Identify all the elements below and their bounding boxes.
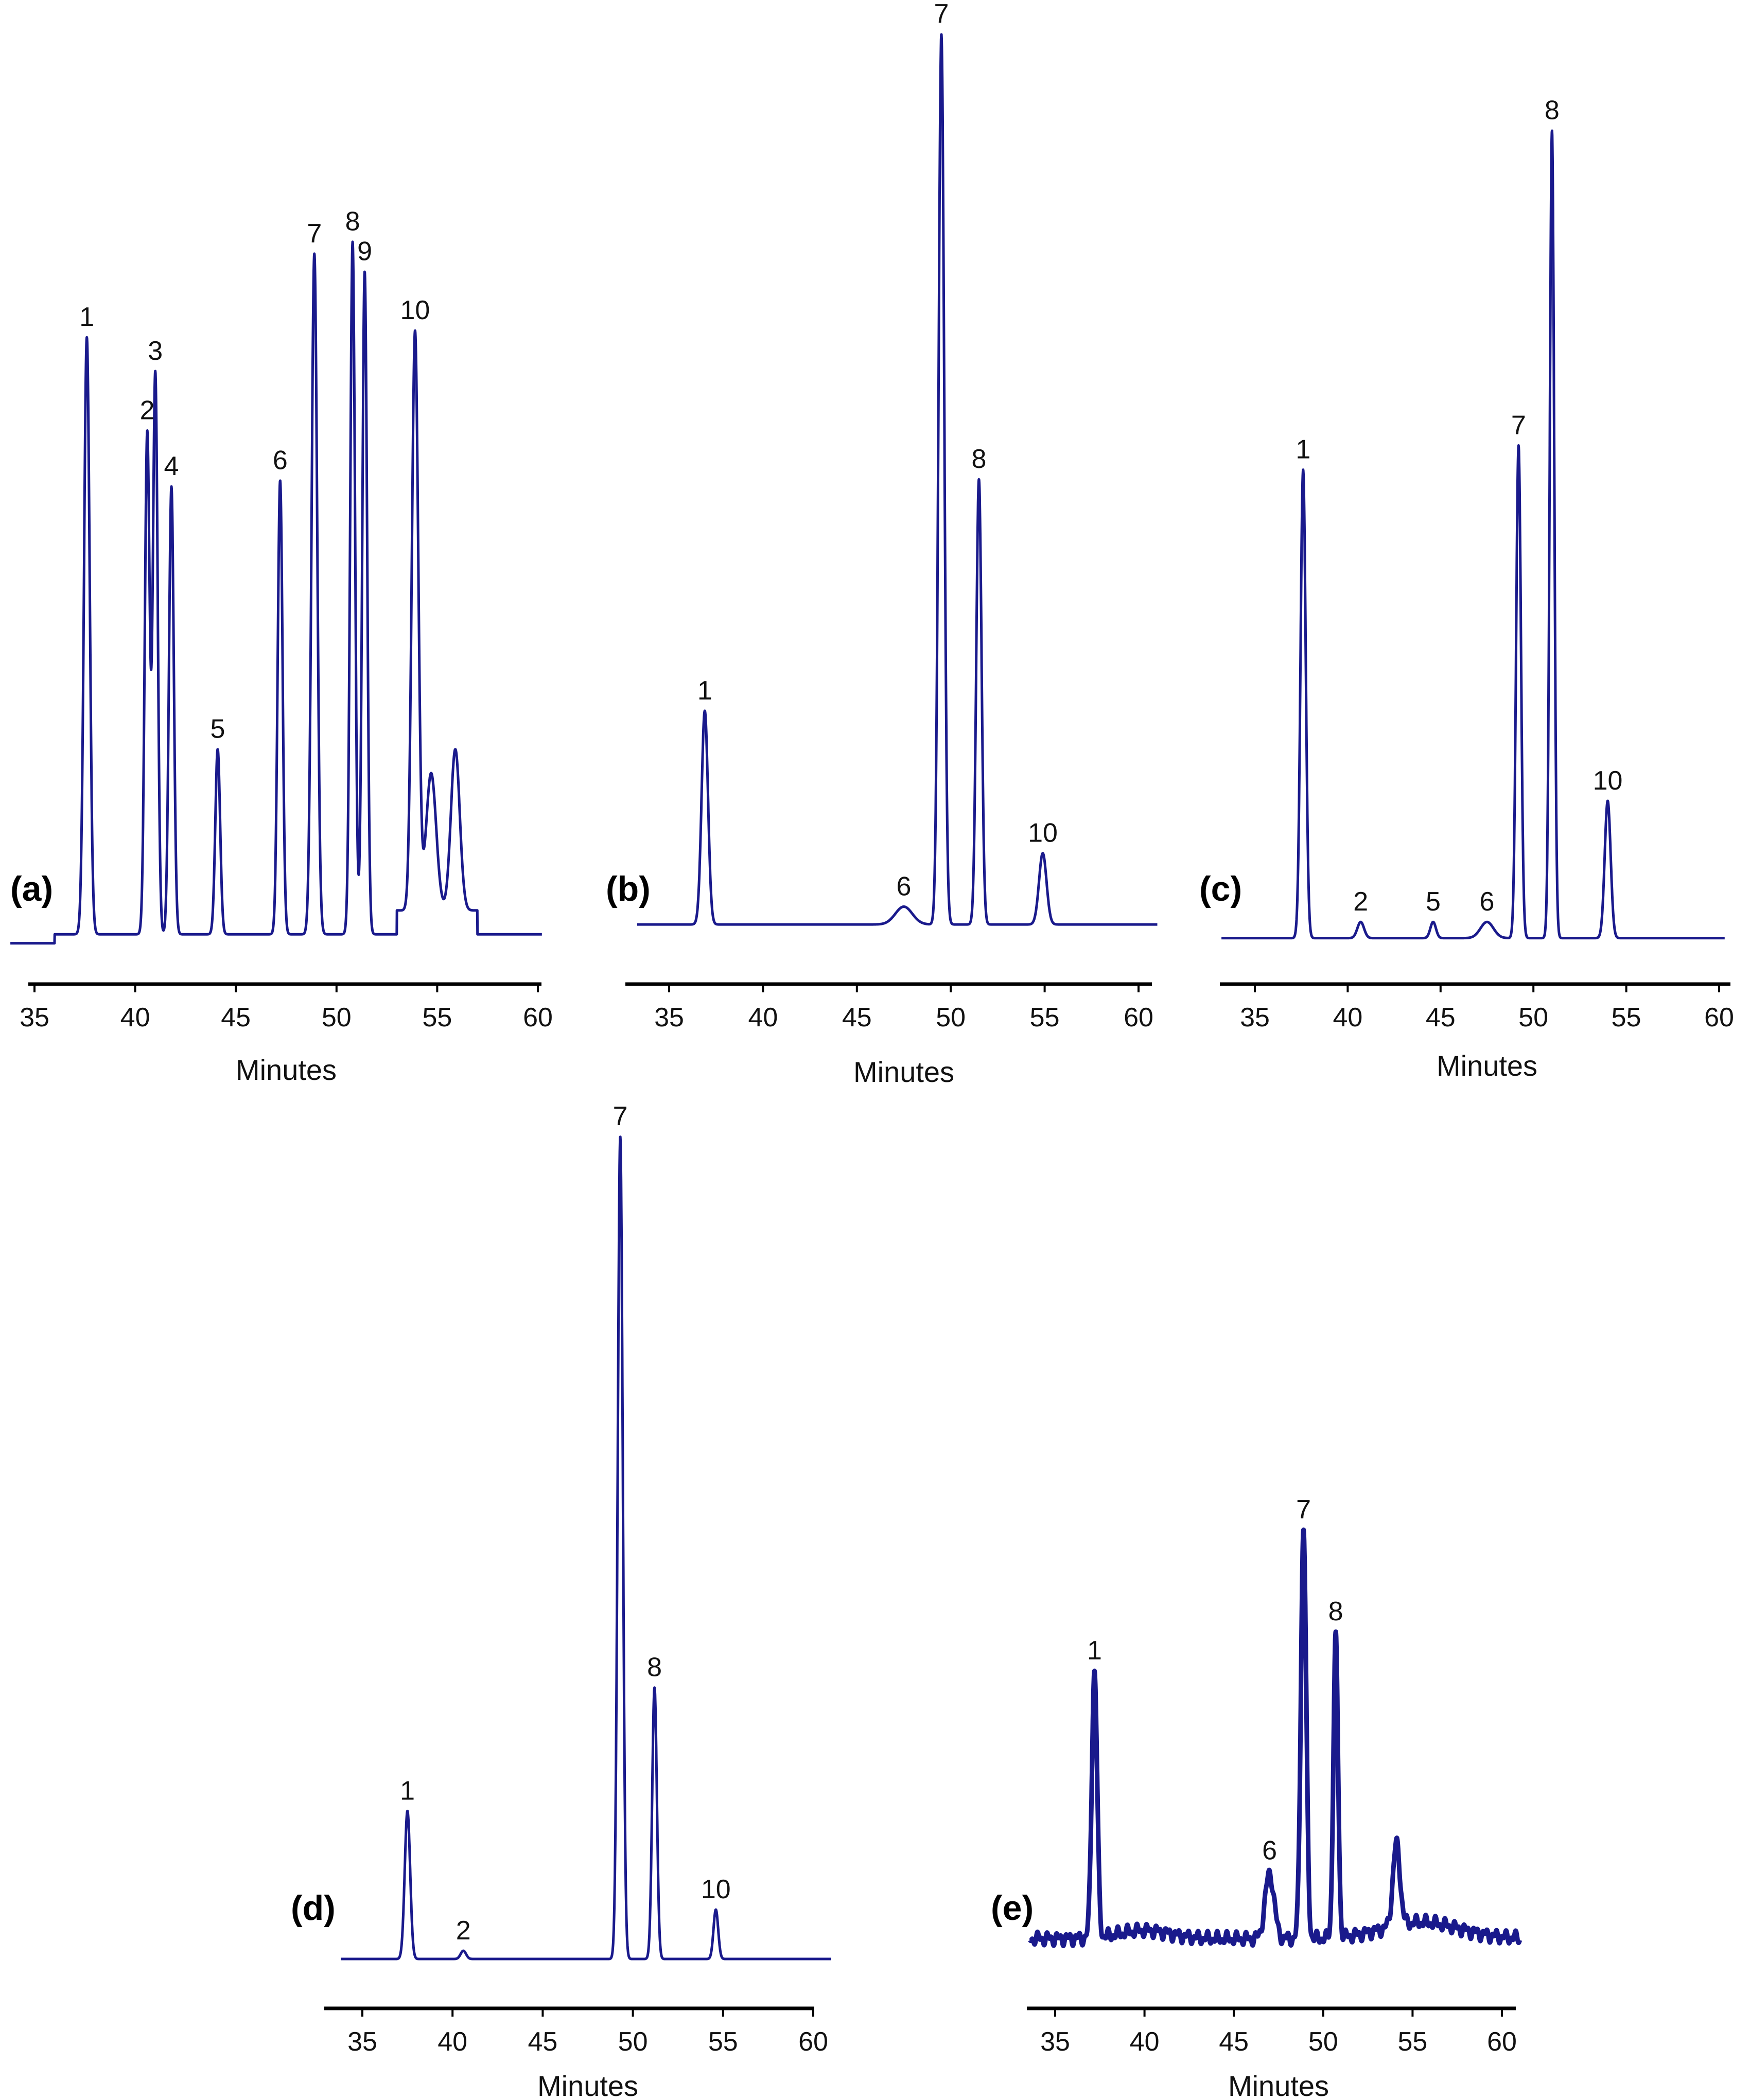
- x-tick-label: 50: [936, 1003, 966, 1032]
- x-tick-label: 50: [322, 1003, 352, 1032]
- peak-label: 7: [1296, 1495, 1311, 1525]
- peak-label: 6: [1262, 1835, 1277, 1865]
- peak-label: 5: [1426, 887, 1441, 917]
- x-tick-label: 35: [1040, 2027, 1070, 2057]
- x-tick-label: 55: [1030, 1003, 1060, 1032]
- x-tick-label: 60: [1124, 1003, 1153, 1032]
- panel-label: (d): [291, 1888, 336, 1928]
- panel-label: (c): [1199, 869, 1242, 908]
- peak-label: 1: [400, 1776, 415, 1806]
- x-axis-label: Minutes: [1437, 1049, 1537, 1082]
- peak-label: 9: [357, 237, 372, 267]
- chromatogram-trace: [1220, 129, 1726, 940]
- x-tick-label: 45: [1426, 1003, 1456, 1032]
- chromatogram-trace: [636, 33, 1159, 926]
- peak-label: 2: [140, 396, 155, 426]
- x-tick-label: 45: [528, 2027, 557, 2057]
- x-tick-label: 35: [654, 1003, 684, 1032]
- x-tick-label: 50: [618, 2027, 648, 2057]
- panel-c: 1 2 5 6 7 8 10 35 40 45 50 55 60 Minutes (c): [1199, 96, 1734, 1082]
- chromatogram-trace: [339, 1135, 833, 1961]
- peak-label: 10: [400, 295, 430, 325]
- x-tick-label: 40: [1333, 1003, 1362, 1032]
- x-tick-label: 40: [1130, 2027, 1160, 2057]
- peak-label: 7: [613, 1101, 628, 1131]
- x-tick-label: 55: [1612, 1003, 1641, 1032]
- peak-label: 6: [1480, 887, 1495, 917]
- x-tick-label: 40: [437, 2027, 467, 2057]
- x-axis-label: Minutes: [537, 2070, 638, 2100]
- peak-label: 8: [971, 444, 986, 474]
- peak-label: 4: [164, 451, 179, 481]
- x-tick-label: 50: [1518, 1003, 1548, 1032]
- chromatogram-trace: [1028, 1527, 1522, 1949]
- peak-label: 10: [1593, 766, 1623, 796]
- peak-label: 8: [345, 207, 360, 237]
- peak-label: 8: [1545, 96, 1560, 126]
- peak-label: 5: [211, 714, 225, 744]
- panel-b: 1 6 7 8 10 35 40 45 50 55 60 Minutes (b): [606, 0, 1159, 1088]
- x-tick-label: 35: [347, 2027, 377, 2057]
- x-tick-label: 60: [798, 2027, 828, 2057]
- x-tick-label: 40: [120, 1003, 150, 1032]
- peak-label: 7: [1511, 411, 1526, 441]
- peak-label: 1: [697, 676, 712, 706]
- chromatogram-trace: [9, 240, 543, 945]
- peak-label: 7: [307, 219, 322, 249]
- x-axis-label: Minutes: [236, 1054, 337, 1086]
- x-tick-label: 60: [1487, 2027, 1517, 2057]
- x-axis-label: Minutes: [853, 1056, 954, 1088]
- peak-label: 1: [1087, 1636, 1102, 1666]
- peak-label: 2: [456, 1916, 471, 1946]
- x-axis-label: Minutes: [1228, 2070, 1329, 2100]
- peak-label: 1: [79, 302, 94, 332]
- x-tick-label: 35: [20, 1003, 49, 1032]
- panel-e: 1 6 7 8 35 40 45 50 55 60 Minutes (e): [991, 1495, 1522, 2100]
- x-tick-label: 50: [1308, 2027, 1338, 2057]
- peak-label: 10: [1028, 818, 1058, 848]
- x-tick-label: 45: [221, 1003, 251, 1032]
- panel-label: (a): [10, 869, 53, 908]
- x-tick-label: 55: [1397, 2027, 1427, 2057]
- peak-label: 8: [647, 1653, 662, 1683]
- panel-label: (e): [991, 1888, 1034, 1928]
- panel-label: (b): [606, 869, 651, 908]
- peak-label: 2: [1353, 887, 1368, 917]
- x-tick-label: 45: [1219, 2027, 1249, 2057]
- x-tick-label: 55: [422, 1003, 452, 1032]
- peak-label: 3: [148, 336, 163, 366]
- x-tick-label: 40: [748, 1003, 778, 1032]
- panel-d: 1 2 7 8 10 35 40 45 50 55 60 Minutes (d): [291, 1101, 833, 2100]
- x-tick-label: 60: [1704, 1003, 1734, 1032]
- peak-label: 1: [1296, 435, 1310, 465]
- x-tick-label: 60: [523, 1003, 553, 1032]
- peak-label: 6: [273, 446, 288, 476]
- x-tick-label: 45: [842, 1003, 872, 1032]
- peak-label: 8: [1328, 1597, 1343, 1626]
- x-tick-label: 55: [708, 2027, 738, 2057]
- peak-label: 7: [934, 0, 949, 29]
- peak-label: 6: [897, 872, 912, 902]
- peak-label: 10: [701, 1875, 731, 1904]
- x-tick-label: 35: [1240, 1003, 1270, 1032]
